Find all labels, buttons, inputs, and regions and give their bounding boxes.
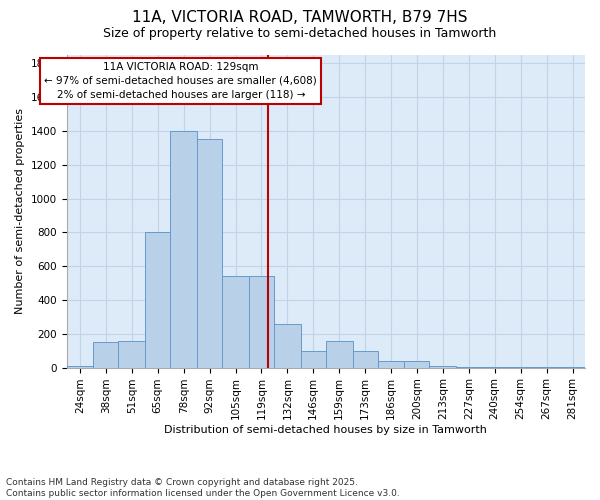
Bar xyxy=(145,232,170,368)
Bar xyxy=(457,367,481,368)
Bar xyxy=(249,276,274,368)
Bar xyxy=(404,361,430,368)
Bar xyxy=(301,350,326,368)
Bar xyxy=(533,367,560,368)
Bar xyxy=(67,366,94,368)
Bar xyxy=(508,367,533,368)
Bar xyxy=(326,340,353,367)
Bar xyxy=(377,361,404,368)
Text: 11A, VICTORIA ROAD, TAMWORTH, B79 7HS: 11A, VICTORIA ROAD, TAMWORTH, B79 7HS xyxy=(132,10,468,25)
Text: Size of property relative to semi-detached houses in Tamworth: Size of property relative to semi-detach… xyxy=(103,28,497,40)
Bar xyxy=(274,324,301,368)
Y-axis label: Number of semi-detached properties: Number of semi-detached properties xyxy=(15,108,25,314)
Bar xyxy=(222,276,249,368)
Text: Contains HM Land Registry data © Crown copyright and database right 2025.
Contai: Contains HM Land Registry data © Crown c… xyxy=(6,478,400,498)
Bar xyxy=(430,366,457,368)
Bar xyxy=(94,342,118,367)
Bar xyxy=(481,367,508,368)
Bar xyxy=(560,367,585,368)
Bar xyxy=(197,140,222,368)
Text: 11A VICTORIA ROAD: 129sqm
← 97% of semi-detached houses are smaller (4,608)
2% o: 11A VICTORIA ROAD: 129sqm ← 97% of semi-… xyxy=(44,62,317,100)
Bar xyxy=(353,350,377,368)
Bar xyxy=(118,342,145,367)
X-axis label: Distribution of semi-detached houses by size in Tamworth: Distribution of semi-detached houses by … xyxy=(164,425,487,435)
Bar xyxy=(170,131,197,368)
